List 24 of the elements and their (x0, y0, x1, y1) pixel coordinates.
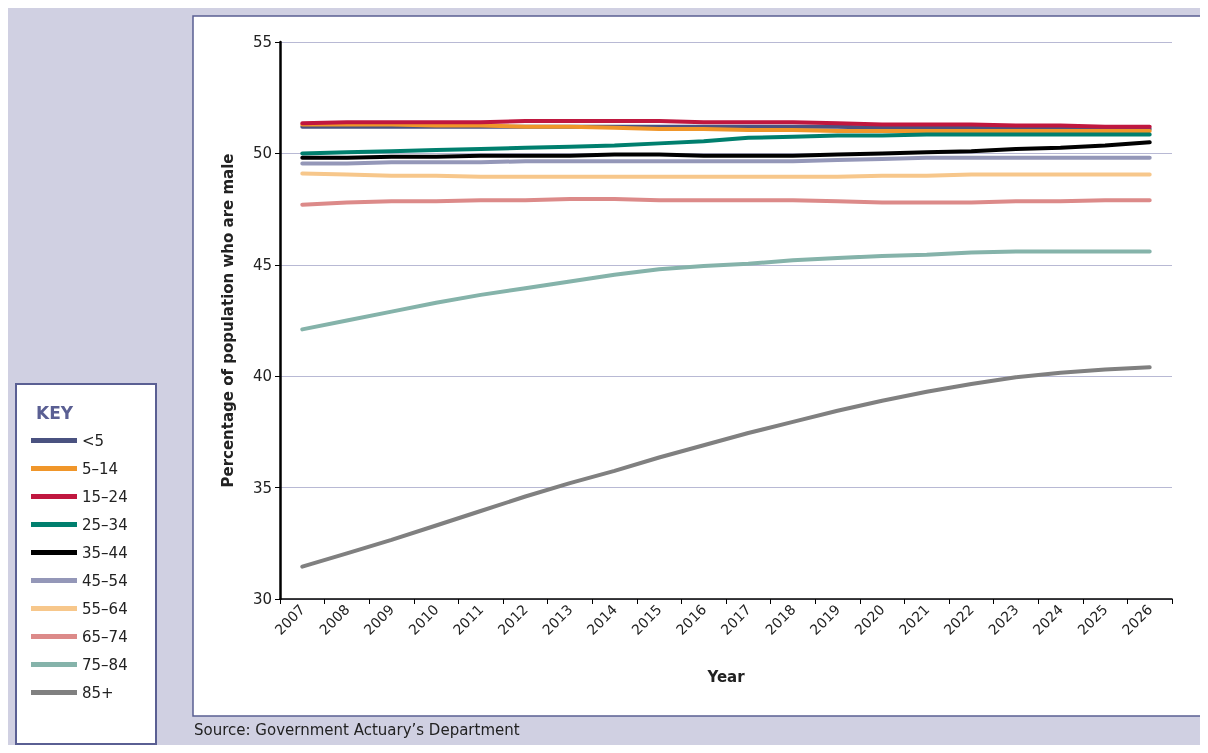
legend-label: 75–84 (82, 655, 128, 674)
source-note: Source: Government Actuary’s Department (194, 720, 520, 739)
legend-label: 15–24 (82, 487, 128, 506)
legend-label: 55–64 (82, 599, 128, 618)
legend-label: 45–54 (82, 571, 128, 590)
line-series (300, 132, 1152, 156)
y-tick-label: 30 (252, 590, 272, 608)
y-tick-label: 40 (252, 367, 272, 386)
legend-label: 25–34 (82, 515, 128, 534)
legend-label: 65–74 (82, 627, 128, 646)
y-tick-label: 45 (252, 255, 272, 274)
legend-label: <5 (82, 431, 105, 450)
legend-title: KEY (36, 402, 74, 423)
legend-label: 5–14 (82, 459, 119, 478)
y-tick-label: 50 (252, 144, 272, 163)
line-series (300, 249, 1152, 332)
x-axis-title: Year (706, 667, 746, 686)
y-tick-label: 35 (252, 478, 272, 497)
y-axis-title: Percentage of population who are male (218, 153, 237, 488)
legend-label: 85+ (82, 683, 114, 702)
legend-label: 35–44 (82, 543, 128, 562)
line-series (300, 140, 1152, 160)
y-tick-label: 55 (252, 33, 272, 51)
line-series (300, 365, 1152, 569)
